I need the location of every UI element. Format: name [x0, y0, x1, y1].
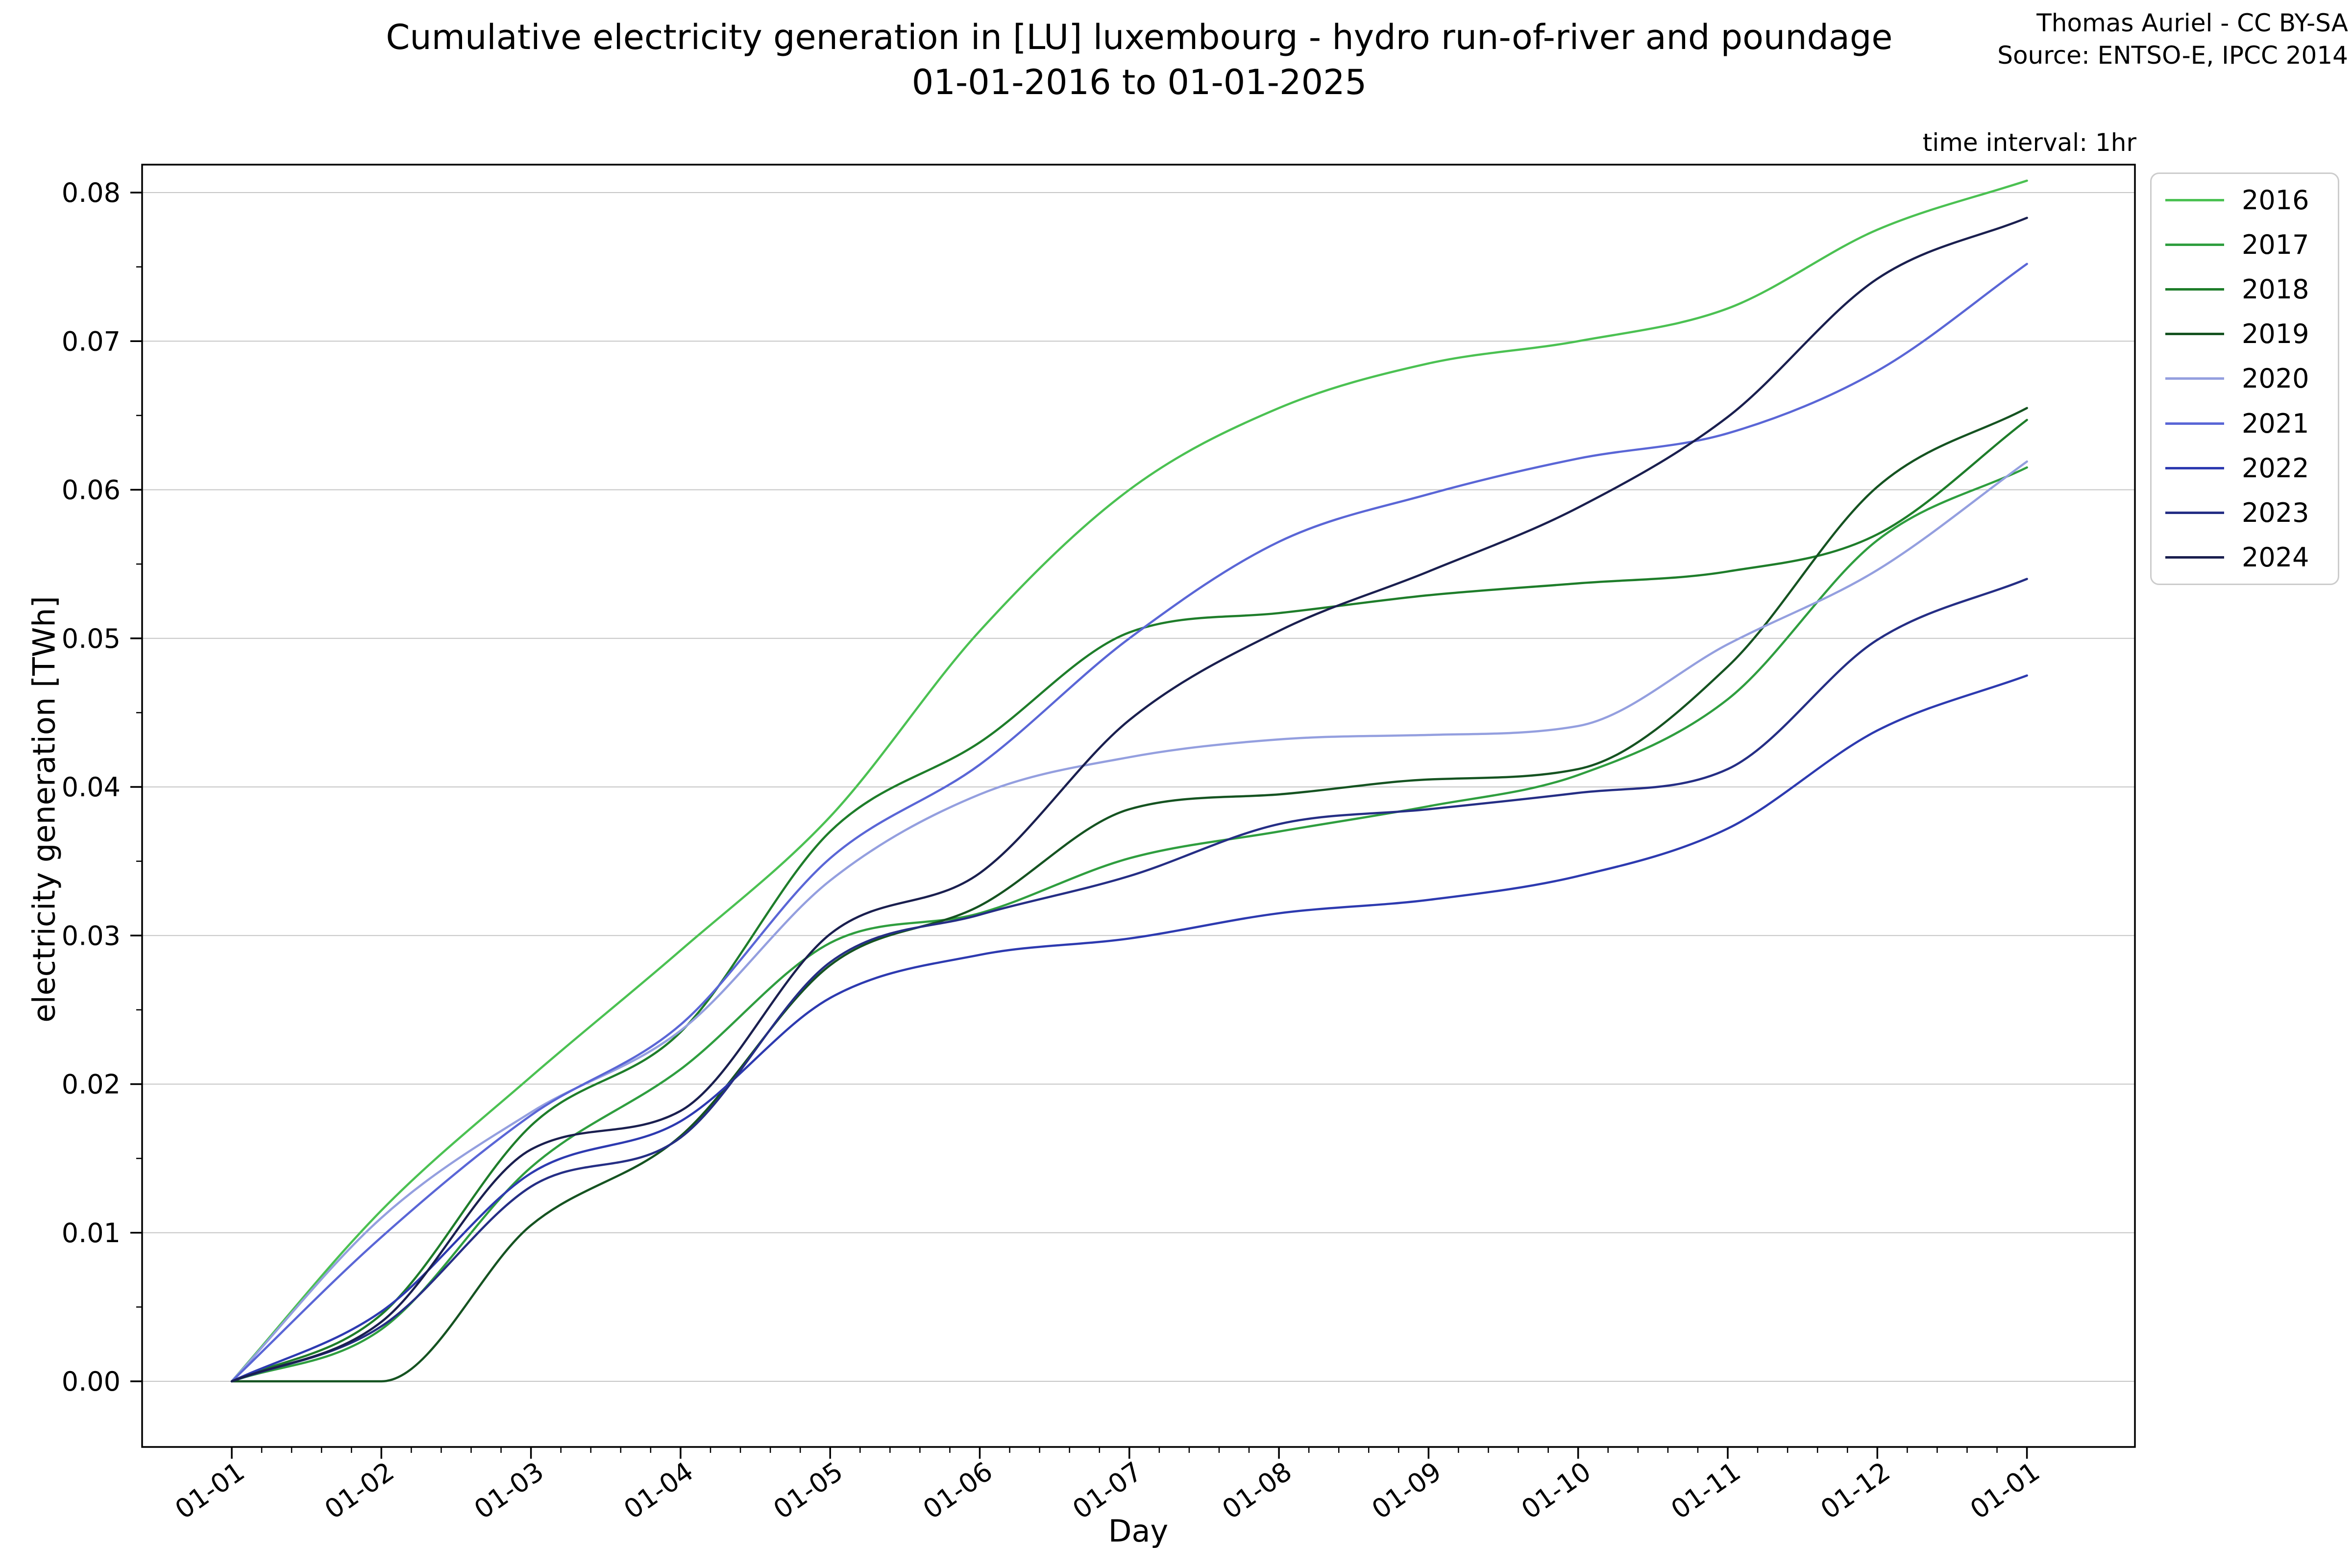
legend-label: 2023	[2242, 497, 2309, 528]
legend-entry-2022: 2022	[2152, 446, 2338, 490]
legend-entry-2021: 2021	[2152, 402, 2338, 445]
x-tick-label: 01-02	[319, 1456, 400, 1525]
x-tick-label: 01-11	[1666, 1456, 1746, 1525]
legend-entry-2018: 2018	[2152, 268, 2338, 311]
attribution: Thomas Auriel - CC BY-SA Source: ENTSO-E…	[1997, 7, 2348, 72]
y-tick-label: 0.01	[62, 1218, 121, 1249]
series-line-2023	[230, 578, 2028, 1383]
legend-entry-2016: 2016	[2152, 179, 2338, 222]
legend-line-sample	[2165, 199, 2224, 202]
time-interval-note: time interval: 1hr	[1922, 128, 2136, 157]
legend-label: 2016	[2242, 185, 2309, 216]
x-tick-label: 01-01	[1964, 1456, 2045, 1525]
legend-line-sample	[2165, 333, 2224, 336]
y-tick-label: 0.04	[62, 772, 121, 803]
chart-title: Cumulative electricity generation in [LU…	[0, 15, 2278, 105]
legend-label: 2021	[2242, 408, 2309, 439]
y-tick-label: 0.03	[62, 920, 121, 951]
legend-entry-2017: 2017	[2152, 223, 2338, 267]
legend-line-sample	[2165, 511, 2224, 514]
y-tick-label: 0.06	[62, 475, 121, 506]
y-tick-label: 0.08	[62, 177, 121, 208]
series-line-2016	[230, 179, 2028, 1383]
legend-label: 2020	[2242, 363, 2309, 394]
x-tick-label: 01-12	[1815, 1456, 1896, 1525]
legend-label: 2022	[2242, 452, 2309, 484]
x-tick-label: 01-10	[1516, 1456, 1596, 1525]
series-line-2022	[230, 674, 2028, 1383]
x-tick-label: 01-04	[618, 1456, 699, 1525]
x-axis-label: Day	[1108, 1513, 1169, 1549]
series-line-2024	[230, 217, 2028, 1383]
series-line-2017	[230, 466, 2028, 1383]
legend-label: 2024	[2242, 541, 2309, 573]
chart-title-line2: 01-01-2016 to 01-01-2025	[911, 62, 1367, 102]
legend-label: 2019	[2242, 318, 2309, 350]
attribution-author: Thomas Auriel - CC BY-SA	[2036, 9, 2348, 37]
series-line-2021	[230, 263, 2028, 1383]
x-tick-label: 01-05	[768, 1456, 849, 1525]
legend-entry-2023: 2023	[2152, 491, 2338, 534]
series-line-2020	[230, 460, 2028, 1383]
legend-line-sample	[2165, 556, 2224, 559]
y-tick-label: 0.05	[62, 623, 121, 654]
legend: 2016 2017 2018 2019 2020 2021 2022 2023 2024	[2150, 172, 2339, 585]
legend-line-sample	[2165, 466, 2224, 469]
legend-line-sample	[2165, 422, 2224, 425]
y-tick-label: 0.00	[62, 1366, 121, 1397]
y-tick-label: 0.02	[62, 1069, 121, 1100]
legend-line-sample	[2165, 377, 2224, 380]
plot-border	[141, 164, 2136, 1448]
series-line-2019	[230, 407, 2028, 1383]
legend-line-sample	[2165, 288, 2224, 291]
legend-label: 2018	[2242, 274, 2309, 305]
legend-entry-2019: 2019	[2152, 313, 2338, 356]
series-line-2018	[230, 418, 2028, 1383]
chart-title-line1: Cumulative electricity generation in [LU…	[386, 17, 1893, 57]
legend-entry-2024: 2024	[2152, 536, 2338, 579]
legend-entry-2020: 2020	[2152, 357, 2338, 400]
x-tick-label: 01-03	[468, 1456, 549, 1525]
y-tick-label: 0.07	[62, 326, 121, 357]
attribution-source: Source: ENTSO-E, IPCC 2014	[1997, 41, 2348, 70]
legend-label: 2017	[2242, 229, 2309, 261]
x-tick-label: 01-01	[170, 1456, 250, 1525]
legend-line-sample	[2165, 244, 2224, 246]
